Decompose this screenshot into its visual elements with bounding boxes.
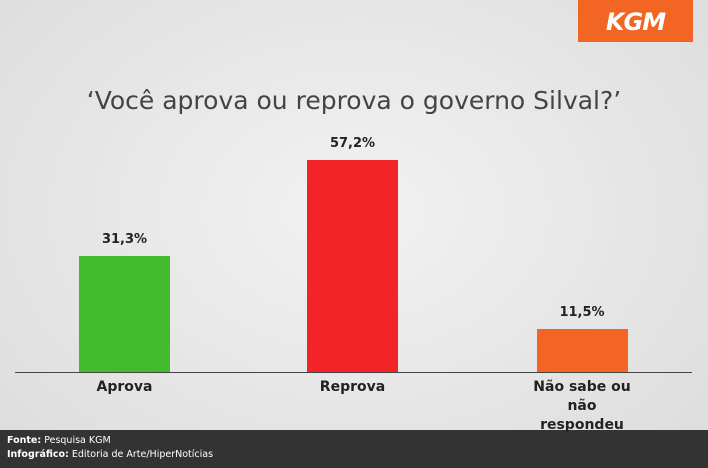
value-label: 57,2%: [329, 136, 376, 151]
source-label: Fonte:: [7, 435, 42, 446]
credit-label: Infográfico:: [7, 449, 69, 460]
category-label: Reprova: [319, 379, 386, 395]
category-label: Não sabe ou não respondeu: [533, 379, 631, 433]
bar: [536, 329, 628, 372]
bar: [79, 255, 170, 372]
logo: KGM: [578, 0, 693, 42]
category-label: Aprova: [96, 379, 153, 395]
source-line: Fonte: Pesquisa KGM: [7, 435, 111, 446]
source: Pesquisa KGM: [44, 435, 111, 446]
footer: Fonte: Pesquisa KGM Infográfico: Editori…: [0, 430, 708, 468]
credit-line: Infográfico: Editoria de Arte/HiperNotíc…: [7, 449, 213, 460]
value-label: 11,5%: [559, 305, 605, 321]
chart-title: ‘Você aprova ou reprova o governo Silval…: [86, 86, 622, 115]
credit: Editoria de Arte/HiperNotícias: [71, 449, 214, 460]
baseline: [15, 372, 692, 373]
bar: [307, 160, 398, 372]
value-label: 31,3%: [101, 231, 148, 247]
